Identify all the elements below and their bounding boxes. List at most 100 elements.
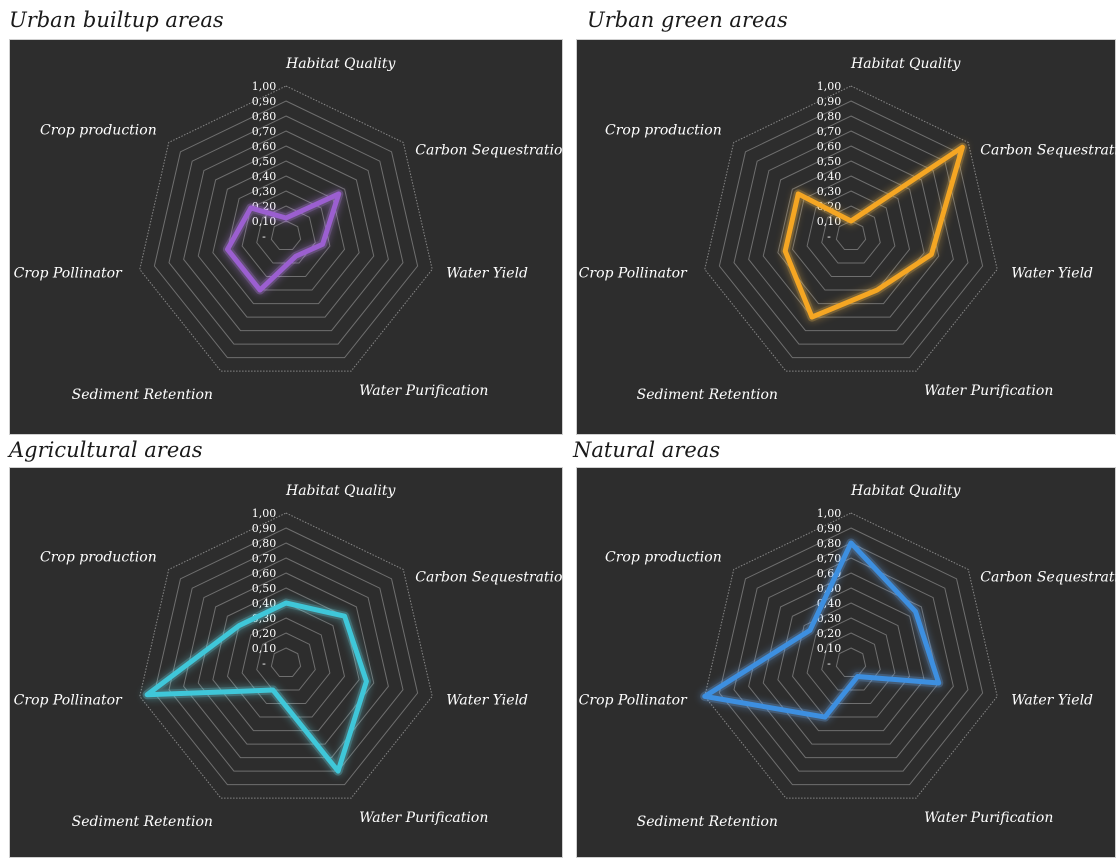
grid-ring (777, 587, 925, 732)
axis-label: Water Purification (359, 810, 488, 826)
grid-ring (791, 175, 911, 291)
tick-label: 1,00 (817, 507, 842, 520)
grid-ring (183, 130, 389, 332)
data-point (849, 219, 853, 223)
tick-label: 1,00 (817, 80, 842, 93)
tick-label: 0,20 (252, 627, 277, 640)
data-point (702, 694, 707, 699)
data-point (796, 191, 801, 196)
tick-label: 0,30 (817, 612, 842, 625)
data-point (248, 205, 253, 210)
axis-label: Crop production (605, 549, 722, 565)
data-point (913, 609, 918, 614)
tick-label: 0,90 (252, 95, 277, 108)
tick-label: 0,70 (817, 125, 842, 138)
grid-ring (821, 205, 881, 264)
data-point (936, 681, 941, 686)
axis-label: Water Purification (924, 810, 1053, 826)
tick-label: 0,80 (817, 537, 842, 550)
radar-3: -0,100,200,300,400,500,600,700,800,901,0… (579, 483, 1116, 830)
axis-label: Sediment Retention (637, 387, 778, 403)
data-point (293, 254, 298, 259)
data-point (237, 623, 242, 628)
panel-title: Urban builtup areas (9, 8, 224, 32)
grid-ring (762, 145, 940, 318)
tick-label: 0,30 (252, 185, 277, 198)
grid-ring (139, 512, 433, 799)
axis-label: Water Yield (1011, 692, 1093, 708)
tick-label: 1,00 (252, 507, 277, 520)
grid-ring (718, 527, 984, 786)
data-point (822, 715, 827, 720)
tick-label: 0,70 (252, 552, 277, 565)
data-point (960, 145, 965, 150)
axis-label: Habitat Quality (285, 483, 396, 499)
data-point (809, 315, 814, 320)
data-point (855, 674, 860, 679)
axis-label: Water Yield (1011, 265, 1093, 281)
tick-label: 1,00 (252, 80, 277, 93)
axis-label: Crop production (605, 122, 722, 138)
grid-ring (748, 130, 954, 332)
data-point (145, 692, 150, 697)
data-point (849, 541, 853, 545)
tick-label: - (827, 657, 831, 670)
axis-label: Crop Pollinator (14, 692, 123, 708)
grid-ring (835, 220, 867, 251)
grid-ring (256, 632, 316, 691)
axis-label: Carbon Sequestration (415, 569, 571, 585)
data-point (284, 216, 288, 220)
tick-label: - (262, 230, 266, 243)
tick-label: 0,80 (252, 110, 277, 123)
tick-label: 0,80 (252, 537, 277, 550)
data-point (257, 288, 262, 293)
tick-label: 0,10 (252, 642, 277, 655)
grid-ring (733, 115, 969, 345)
chart-area (576, 467, 1116, 858)
data-point (364, 679, 369, 684)
tick-label: 0,40 (252, 170, 277, 183)
axis-label: Water Yield (446, 265, 528, 281)
grid-ring (153, 527, 419, 786)
grid-ring (762, 572, 940, 745)
chart-area (9, 467, 563, 858)
data-point (929, 252, 934, 257)
data-point (807, 628, 812, 633)
axis-label: Crop production (40, 122, 157, 138)
tick-label: 0,10 (252, 215, 277, 228)
tick-label: 0,70 (252, 125, 277, 138)
grid-ring (168, 115, 404, 345)
grid-ring (183, 557, 389, 759)
grid-ring (270, 220, 302, 251)
axis-label: Sediment Retention (72, 814, 213, 830)
grid-ring (806, 617, 896, 705)
axis-label: Crop Pollinator (579, 692, 688, 708)
grid-ring (704, 85, 998, 372)
axis-label: Sediment Retention (637, 814, 778, 830)
series-line (144, 600, 369, 774)
tick-label: 0,80 (817, 110, 842, 123)
tick-label: 0,70 (817, 552, 842, 565)
axis-label: Water Purification (359, 383, 488, 399)
grid-ring (226, 602, 346, 718)
radar-2: -0,100,200,300,400,500,600,700,800,901,0… (14, 483, 572, 830)
axis-label: Habitat Quality (850, 56, 961, 72)
tick-label: 0,30 (817, 185, 842, 198)
grid-ring (197, 145, 375, 318)
tick-label: 0,60 (817, 140, 842, 153)
panel-title: Natural areas (573, 438, 721, 462)
data-point (225, 247, 230, 252)
axis-label: Habitat Quality (285, 56, 396, 72)
tick-label: 0,50 (252, 155, 277, 168)
grid-ring (168, 542, 404, 772)
data-point (342, 614, 347, 619)
grid-ring (718, 100, 984, 359)
panel-title: Agricultural areas (9, 438, 203, 462)
tick-label: - (827, 230, 831, 243)
grid-ring (197, 572, 375, 745)
tick-label: 0,60 (252, 567, 277, 580)
radar-0: -0,100,200,300,400,500,600,700,800,901,0… (14, 56, 572, 403)
axis-label: Carbon Sequestration (980, 569, 1116, 585)
data-point (875, 288, 880, 293)
